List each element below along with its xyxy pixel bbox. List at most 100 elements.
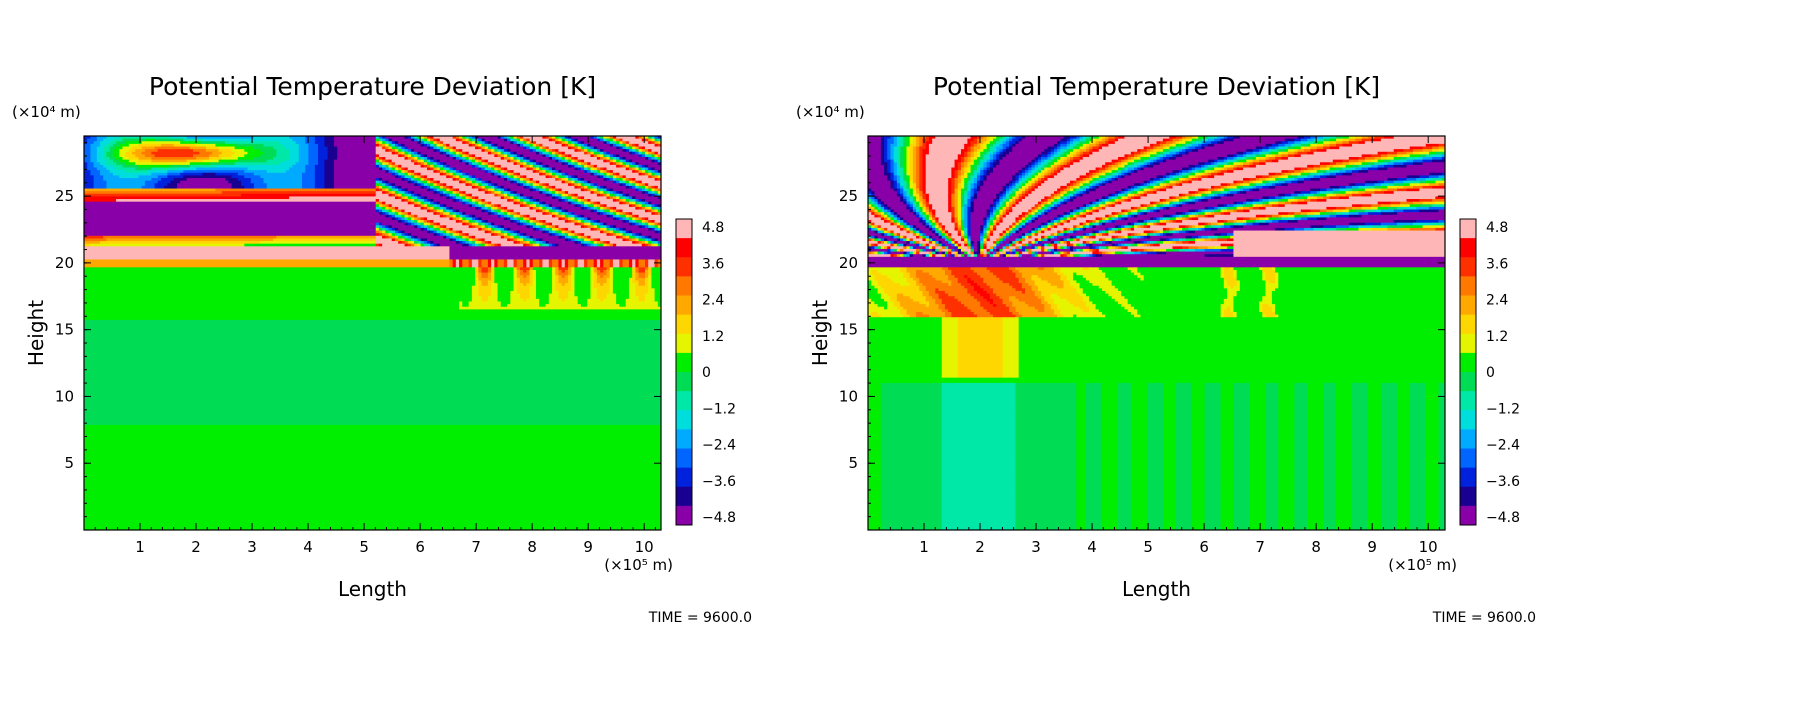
heatmap-cell (638, 149, 643, 153)
x-tick-label: 3 (247, 538, 257, 556)
heatmap-cell (964, 172, 968, 176)
heatmap-cell (890, 154, 895, 158)
heatmap-cell (616, 146, 620, 150)
heatmap-cell (644, 204, 649, 208)
heatmap-cell (481, 280, 489, 284)
heatmap-cell (417, 196, 422, 200)
heatmap-cell (491, 277, 495, 282)
heatmap-cell (84, 506, 661, 510)
heatmap-cell (625, 235, 630, 240)
heatmap-cell (967, 167, 972, 171)
heatmap-cell (1339, 164, 1347, 169)
heatmap-cell (382, 164, 386, 169)
heatmap-cell (491, 241, 515, 245)
heatmap-cell (84, 522, 661, 526)
heatmap-cell (391, 233, 396, 237)
heatmap-cell (555, 288, 572, 292)
heatmap-cell (635, 206, 640, 211)
heatmap-cell (568, 217, 572, 221)
heatmap-cell (619, 157, 624, 161)
heatmap-cell (449, 185, 454, 190)
heatmap-cell (487, 162, 492, 166)
heatmap-cell (465, 159, 470, 163)
heatmap-cell (106, 167, 117, 171)
heatmap-cell (973, 157, 978, 161)
heatmap-cell (648, 183, 661, 187)
heatmap-cell (964, 170, 968, 174)
heatmap-cell (382, 204, 386, 208)
heatmap-cell (625, 304, 659, 308)
heatmap-cell (1182, 138, 1190, 142)
heatmap-cell (459, 149, 463, 153)
heatmap-cell (651, 167, 656, 171)
heatmap-cell (526, 238, 531, 242)
heatmap-cell (609, 269, 614, 274)
heatmap-cell (314, 180, 326, 184)
heatmap-cell (641, 191, 646, 195)
heatmap-cell (622, 141, 627, 145)
heatmap-cell (266, 170, 287, 174)
heatmap-cell (967, 162, 972, 166)
heatmap-cell (1201, 164, 1206, 169)
heatmap-cell (970, 149, 975, 153)
heatmap-cell (446, 154, 451, 158)
heatmap-cell (481, 199, 486, 203)
heatmap-cell (529, 288, 537, 292)
heatmap-cell (519, 164, 524, 169)
heatmap-cell (407, 136, 412, 140)
heatmap-cell (462, 136, 467, 140)
heatmap-cell (96, 146, 104, 150)
heatmap-cell (654, 259, 659, 263)
heatmap-cell (468, 238, 473, 242)
heatmap-cell (880, 157, 885, 161)
heatmap-cell (1156, 175, 1164, 179)
heatmap-cell (500, 149, 505, 153)
heatmap-cell (423, 185, 428, 190)
heatmap-cell (657, 209, 661, 213)
heatmap-cell (628, 199, 633, 203)
heatmap-cell (606, 272, 611, 276)
heatmap-cell (1031, 172, 1036, 176)
heatmap-cell (475, 196, 479, 200)
heatmap-cell (391, 183, 396, 187)
heatmap-cell (635, 167, 640, 171)
heatmap-cell (596, 170, 601, 174)
heatmap-cell (1204, 136, 1209, 140)
heatmap-cell (289, 157, 300, 161)
heatmap-cell (478, 162, 483, 166)
heatmap-cell (957, 172, 962, 176)
heatmap-cell (1243, 167, 1295, 171)
heatmap-cell (1303, 170, 1311, 174)
heatmap-cell (587, 146, 592, 150)
heatmap-cell (568, 296, 579, 300)
heatmap-cell (510, 138, 515, 142)
heatmap-cell (465, 136, 470, 140)
heatmap-cell (539, 259, 543, 263)
heatmap-cell (574, 220, 579, 224)
heatmap-cell (1140, 154, 1145, 158)
heatmap-cell (391, 164, 396, 169)
heatmap-cell (657, 241, 661, 245)
colorbar-swatch (676, 448, 692, 469)
heatmap-cell (84, 527, 661, 530)
colorbar-swatch (676, 257, 692, 277)
heatmap-cell (529, 264, 534, 268)
heatmap-cell (616, 162, 620, 166)
heatmap-cell (609, 275, 614, 279)
heatmap-cell (900, 157, 904, 161)
heatmap-cell (545, 154, 550, 158)
heatmap-cell (612, 212, 617, 216)
heatmap-cell (491, 272, 495, 276)
heatmap-cell (513, 157, 518, 161)
heatmap-cell (593, 243, 598, 247)
heatmap-cell (513, 238, 518, 242)
heatmap-cell (1082, 157, 1119, 161)
heatmap-cell (884, 157, 888, 161)
heatmap-cell (334, 178, 377, 182)
heatmap-cell (484, 201, 489, 205)
heatmap-cell (112, 151, 120, 155)
y-tick-label: 15 (55, 321, 74, 339)
heatmap-cell (654, 188, 659, 192)
heatmap-cell (475, 175, 499, 179)
heatmap-cell (430, 209, 435, 213)
